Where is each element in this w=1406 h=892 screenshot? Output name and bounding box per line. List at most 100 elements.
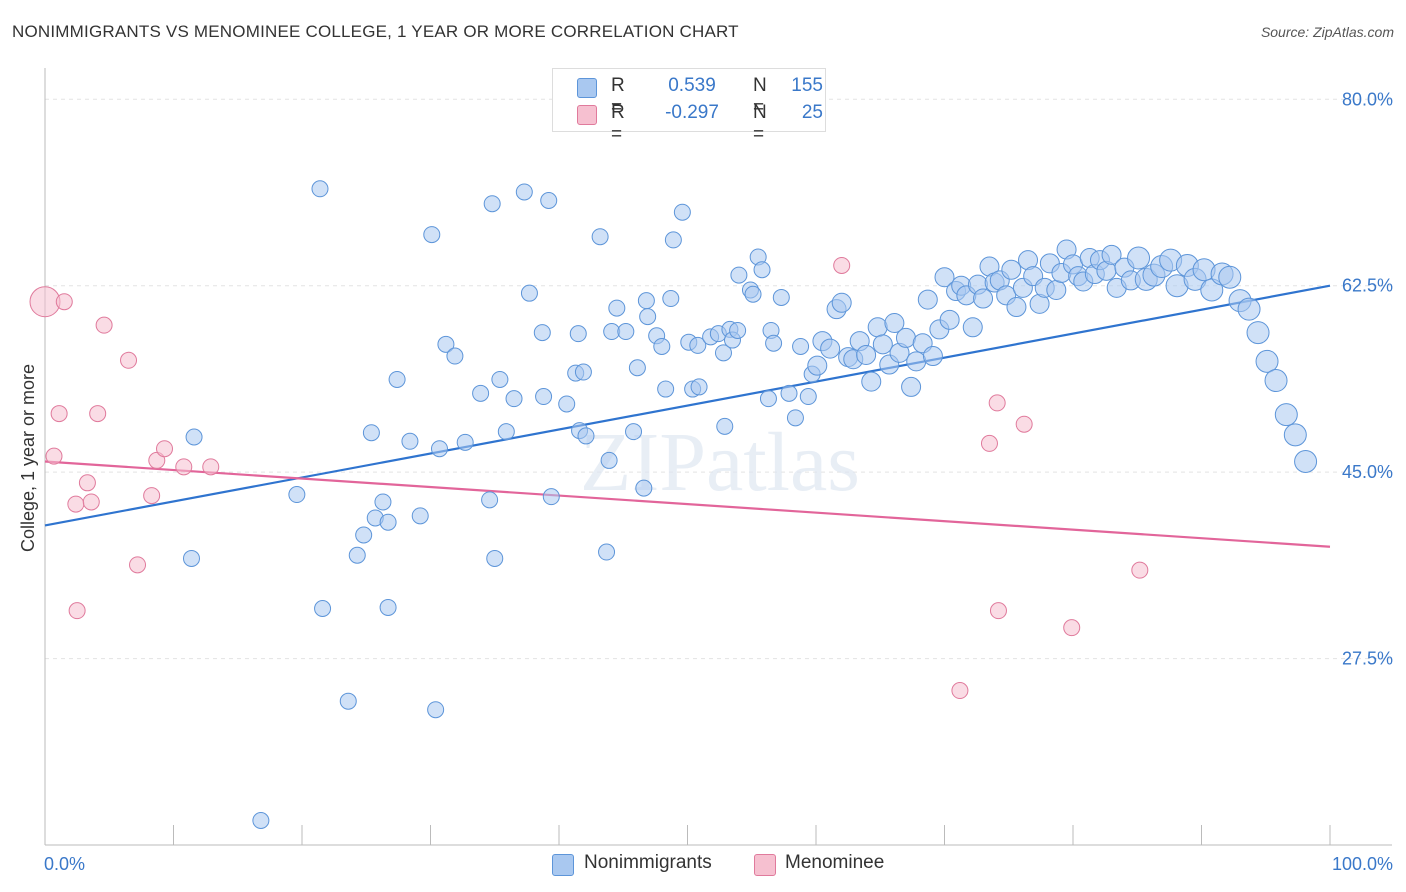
data-points	[29, 180, 1318, 829]
point-nonimmigrants-43	[598, 543, 616, 561]
point-nonimmigrants-16	[411, 507, 429, 525]
point-nonimmigrants-32	[533, 324, 551, 342]
point-nonimmigrants-31	[520, 284, 538, 302]
y-tick-label-0: 80.0%	[1342, 89, 1393, 109]
legend-n-value: 25	[801, 102, 823, 123]
point-menominee-5	[82, 493, 100, 511]
point-nonimmigrants-39	[574, 363, 592, 381]
point-menominee-22	[1063, 619, 1081, 637]
point-nonimmigrants-74	[753, 261, 771, 279]
point-nonimmigrants-28	[497, 423, 515, 441]
source-label: Source: ZipAtlas.com	[1260, 24, 1394, 40]
x-tick-label-0: 0.0%	[44, 854, 85, 874]
point-menominee-12	[143, 487, 161, 505]
point-nonimmigrants-72	[744, 285, 762, 303]
legend-swatch-pink	[577, 105, 597, 125]
point-nonimmigrants-158	[1283, 423, 1307, 447]
point-nonimmigrants-26	[486, 549, 504, 567]
point-menominee-11	[129, 556, 147, 574]
point-menominee-18	[988, 394, 1006, 412]
point-nonimmigrants-86	[820, 338, 841, 359]
legend-swatch-blue	[577, 78, 597, 98]
point-nonimmigrants-7	[348, 546, 366, 564]
chart-title: NONIMMIGRANTS VS MENOMINEE COLLEGE, 1 YE…	[12, 22, 739, 41]
point-nonimmigrants-58	[673, 203, 691, 221]
legend-n-label: N =	[753, 75, 767, 118]
point-nonimmigrants-97	[884, 313, 905, 334]
point-nonimmigrants-19	[430, 440, 448, 458]
point-nonimmigrants-23	[472, 384, 490, 402]
point-nonimmigrants-93	[861, 371, 882, 392]
point-nonimmigrants-136	[1101, 244, 1122, 265]
legend-r-label: R =	[611, 75, 625, 118]
legend-label-nonimmigrants: Nonimmigrants	[584, 852, 712, 873]
x-tick-label-1: 100.0%	[1332, 854, 1393, 874]
point-nonimmigrants-18	[427, 701, 445, 719]
point-nonimmigrants-29	[505, 390, 523, 408]
point-nonimmigrants-9	[362, 424, 380, 442]
point-nonimmigrants-6	[182, 549, 200, 567]
legend-swatch-nonimmigrants	[552, 854, 574, 876]
point-nonimmigrants-101	[906, 351, 927, 372]
point-nonimmigrants-140	[1127, 246, 1151, 270]
point-nonimmigrants-78	[772, 288, 790, 306]
point-nonimmigrants-55	[657, 380, 675, 398]
point-nonimmigrants-57	[662, 290, 680, 308]
point-nonimmigrants-111	[962, 317, 983, 338]
point-menominee-16	[202, 458, 220, 476]
point-nonimmigrants-88	[831, 292, 852, 313]
point-nonimmigrants-2	[311, 180, 329, 198]
point-menominee-13	[148, 451, 166, 469]
trend-line-menominee	[44, 460, 1331, 548]
point-menominee-1	[45, 447, 63, 465]
point-menominee-4	[67, 495, 85, 513]
trend-line-nonimmigrants	[44, 284, 1331, 527]
point-nonimmigrants-46	[608, 299, 626, 317]
point-nonimmigrants-61	[689, 336, 707, 354]
point-nonimmigrants-20	[437, 335, 455, 353]
point-nonimmigrants-104	[922, 346, 943, 367]
point-nonimmigrants-3	[314, 600, 332, 618]
point-menominee-21	[980, 434, 998, 452]
legend-r-label: R =	[611, 102, 625, 145]
point-nonimmigrants-12	[379, 513, 397, 531]
point-nonimmigrants-34	[540, 192, 558, 210]
point-nonimmigrants-92	[856, 344, 877, 365]
point-nonimmigrants-100	[901, 376, 922, 397]
series-legend: Nonimmigrants Menominee	[0, 852, 1406, 876]
y-tick-label-3: 27.5%	[1342, 649, 1393, 669]
point-menominee-3	[50, 405, 68, 423]
point-nonimmigrants-36	[558, 395, 576, 413]
point-nonimmigrants-11	[374, 493, 392, 511]
point-nonimmigrants-1	[252, 811, 270, 829]
point-nonimmigrants-99	[895, 327, 916, 348]
legend-n-label: N =	[753, 102, 767, 145]
y-tick-label-1: 62.5%	[1342, 276, 1393, 296]
point-nonimmigrants-75	[759, 390, 777, 408]
point-nonimmigrants-70	[730, 266, 748, 284]
point-nonimmigrants-22	[456, 433, 474, 451]
point-nonimmigrants-82	[799, 388, 817, 406]
point-nonimmigrants-30	[515, 183, 533, 201]
point-nonimmigrants-151	[1218, 265, 1242, 289]
point-menominee-9	[89, 405, 107, 423]
point-nonimmigrants-66	[716, 417, 734, 435]
point-nonimmigrants-14	[388, 370, 406, 388]
point-nonimmigrants-62	[690, 378, 708, 396]
point-menominee-23	[1131, 561, 1149, 579]
point-nonimmigrants-44	[600, 451, 618, 469]
axes	[44, 68, 1392, 846]
point-menominee-2	[55, 293, 73, 311]
point-menominee-20	[989, 602, 1007, 620]
point-nonimmigrants-35	[542, 488, 560, 506]
point-nonimmigrants-156	[1264, 369, 1288, 393]
point-nonimmigrants-119	[1006, 297, 1027, 318]
point-nonimmigrants-4	[339, 692, 357, 710]
point-nonimmigrants-47	[617, 323, 635, 341]
point-menominee-8	[95, 316, 113, 334]
point-nonimmigrants-154	[1246, 321, 1270, 345]
point-menominee-15	[175, 458, 193, 476]
y-tick-label-2: 45.0%	[1342, 462, 1393, 482]
point-nonimmigrants-95	[872, 334, 893, 355]
